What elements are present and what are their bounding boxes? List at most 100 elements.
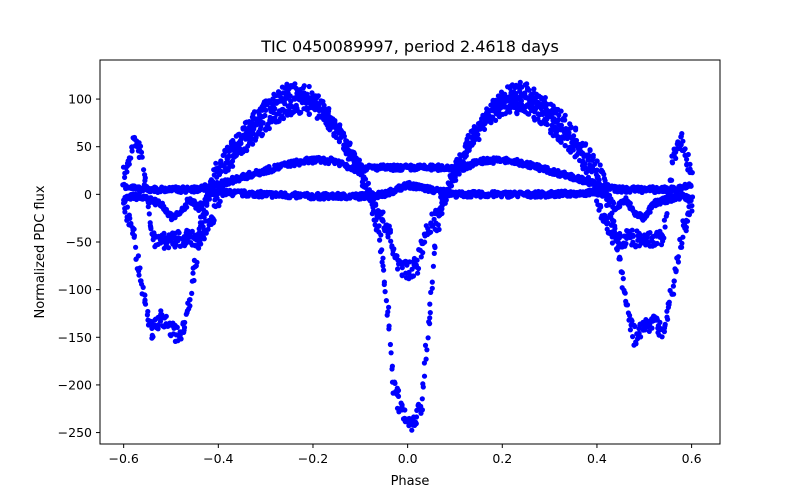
data-point [472, 137, 478, 143]
data-point [187, 297, 193, 303]
data-point [573, 137, 580, 144]
data-point [410, 273, 417, 279]
data-point [280, 115, 287, 122]
data-point [218, 168, 224, 175]
data-point [684, 218, 691, 224]
data-point [661, 217, 668, 223]
data-point [689, 203, 695, 209]
data-point [507, 109, 513, 115]
data-point [542, 95, 548, 101]
data-point [182, 319, 188, 326]
data-point [430, 263, 436, 269]
data-point [526, 111, 532, 117]
data-point [630, 232, 636, 238]
data-point [306, 83, 312, 90]
data-point [298, 109, 304, 116]
data-point [386, 223, 392, 229]
y-tick-label: −100 [58, 282, 92, 297]
data-point [601, 171, 607, 177]
data-point [163, 313, 169, 319]
data-point [266, 125, 272, 132]
data-point [585, 157, 592, 163]
data-point [620, 276, 626, 282]
y-tick-label: 100 [68, 92, 92, 107]
data-point [189, 228, 195, 234]
plot-frame [99, 59, 721, 445]
data-point [362, 168, 368, 174]
data-point [420, 384, 426, 390]
data-point [632, 323, 638, 330]
data-point [173, 242, 179, 248]
data-point [122, 209, 128, 215]
data-point [509, 97, 516, 104]
data-point [514, 111, 520, 117]
data-point [392, 189, 398, 195]
data-point [141, 167, 147, 173]
data-point [200, 224, 206, 230]
data-point [380, 263, 386, 269]
data-point [135, 253, 141, 259]
data-point [369, 197, 375, 203]
data-point [582, 161, 588, 167]
data-point [399, 265, 405, 271]
data-point [435, 222, 441, 228]
data-point [636, 230, 642, 236]
data-point [164, 240, 170, 246]
data-point [136, 272, 142, 278]
data-point [222, 182, 228, 188]
data-point [340, 130, 347, 136]
data-point [210, 178, 216, 185]
data-point [661, 329, 668, 335]
data-point [664, 308, 670, 314]
data-point [555, 168, 561, 174]
data-point [427, 310, 433, 316]
data-point [439, 210, 445, 217]
data-point [427, 301, 433, 307]
data-point [558, 122, 565, 128]
data-point [204, 202, 210, 208]
data-point [315, 93, 321, 99]
data-point [671, 291, 677, 297]
data-point [685, 151, 691, 158]
data-point [422, 239, 428, 245]
data-point [321, 105, 328, 111]
data-point [649, 325, 655, 331]
data-point [203, 210, 209, 216]
data-point [155, 326, 161, 332]
data-point [379, 217, 386, 223]
data-point [493, 117, 499, 123]
data-point [145, 308, 151, 315]
data-point [638, 334, 644, 340]
data-point [320, 98, 326, 105]
data-point [258, 113, 264, 119]
data-point [142, 301, 149, 307]
data-point [593, 187, 599, 193]
y-axis-label: Normalized PDC flux [33, 185, 48, 318]
data-point [616, 240, 622, 246]
data-point [381, 267, 387, 273]
data-point [413, 414, 420, 420]
data-point [387, 341, 393, 348]
data-point [630, 334, 636, 340]
data-point [583, 141, 589, 147]
data-point [429, 279, 435, 285]
data-point [425, 335, 431, 341]
data-point [174, 324, 180, 330]
data-point [665, 192, 671, 198]
data-point [418, 254, 424, 260]
data-point [421, 360, 427, 366]
data-point [609, 240, 616, 246]
data-point [122, 174, 128, 180]
data-point [526, 87, 532, 93]
data-point [230, 163, 236, 169]
data-point [475, 131, 481, 138]
data-point [218, 188, 224, 194]
data-point [680, 234, 686, 240]
data-point [142, 178, 148, 184]
data-point [452, 174, 458, 180]
data-point [595, 192, 601, 198]
data-point [517, 79, 523, 85]
data-point [568, 124, 574, 130]
data-point [234, 145, 241, 151]
data-point [680, 138, 686, 144]
